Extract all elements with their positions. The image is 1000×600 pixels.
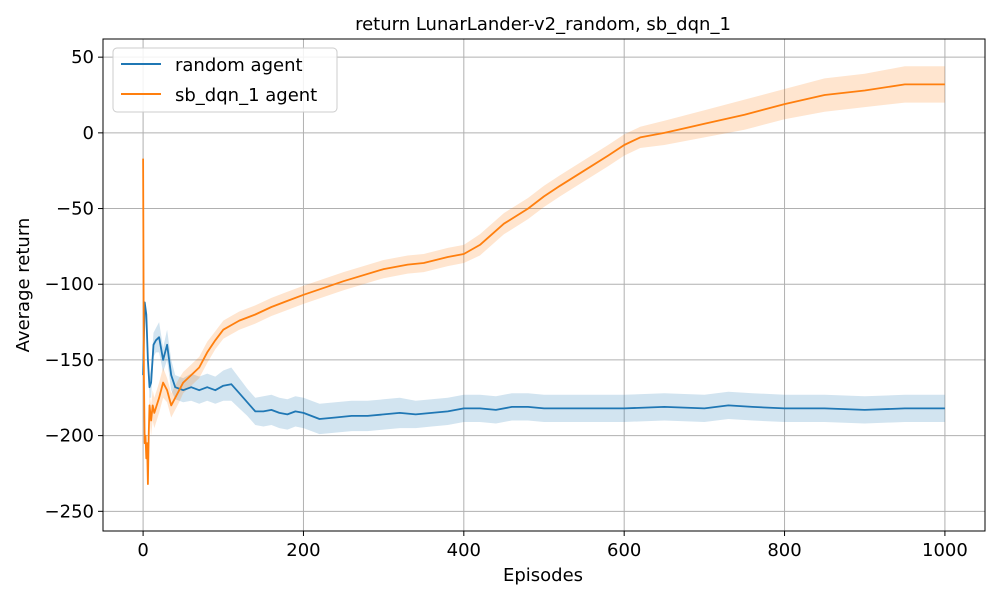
series-line-sb-dqn-1-agent [142,83,945,486]
y-tick-label: −100 [45,274,94,295]
y-tick-label: −250 [45,501,94,522]
x-tick-label: 800 [767,540,801,561]
x-tick-label: 600 [607,540,641,561]
y-tick-label: −150 [45,350,94,371]
y-tick-label: 50 [71,47,94,68]
legend-box [112,47,338,113]
confidence-band-random-agent [143,302,945,435]
x-axis-label: Episodes [503,565,583,586]
y-tick-label: −200 [45,426,94,447]
grid [103,39,985,531]
legend-label-random-agent: random agent [175,55,303,76]
y-tick-label: 0 [83,123,94,144]
series-lines [142,83,945,486]
y-axis-ticks: 50 0 −50 −100 −150 −200 −250 [45,47,103,522]
x-axis-ticks: 0 200 400 600 800 1000 [137,531,968,561]
series-line-random-agent [142,301,945,420]
confidence-bands [143,66,945,485]
x-tick-label: 1000 [922,540,968,561]
y-axis-label: Average return [13,218,34,353]
x-tick-label: 200 [286,540,320,561]
x-tick-label: 0 [137,540,148,561]
chart-title: return LunarLander-v2_random, sb_dqn_1 [355,14,731,35]
y-tick-label: −50 [56,199,94,220]
x-tick-label: 400 [447,540,481,561]
plot-area-frame [102,38,986,532]
legend-label-sb-dqn-1-agent: sb_dqn_1 agent [175,85,317,106]
legend: random agent sb_dqn_1 agent [112,47,338,113]
